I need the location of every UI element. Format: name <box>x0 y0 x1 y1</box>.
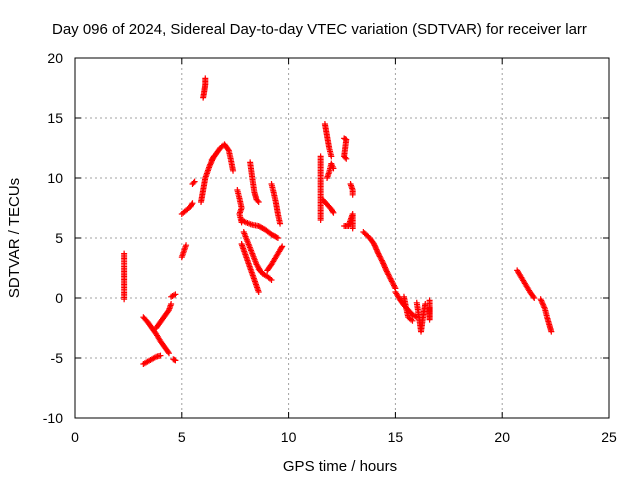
data-point <box>530 293 537 300</box>
x-tick-label: 10 <box>281 429 297 445</box>
data-point <box>273 234 280 241</box>
chart-title: Day 096 of 2024, Sidereal Day-to-day VTE… <box>52 21 587 38</box>
y-tick-label: 5 <box>55 230 63 246</box>
data-point <box>278 244 285 251</box>
data-point <box>538 298 545 305</box>
data-point <box>538 297 545 304</box>
data-point <box>380 261 387 268</box>
data-point <box>371 242 378 249</box>
data-point <box>374 247 381 254</box>
y-tick-labels: -10 -5 0 5 10 15 20 <box>43 50 63 426</box>
data-point <box>371 241 378 247</box>
y-tick-label: 10 <box>47 170 63 186</box>
data-point <box>191 178 198 185</box>
data-point <box>255 199 262 205</box>
data-point <box>531 295 538 301</box>
data-point <box>230 167 237 174</box>
y-tick-label: 20 <box>47 50 63 66</box>
data-point <box>548 328 555 335</box>
x-tick-label: 15 <box>388 429 404 445</box>
data-point <box>329 208 336 215</box>
data-point <box>343 155 350 162</box>
data-point <box>202 75 209 82</box>
data-points <box>121 75 555 367</box>
data-point <box>188 201 195 208</box>
data-point <box>540 303 547 310</box>
data-point <box>277 220 284 227</box>
data-point <box>342 154 349 161</box>
data-point <box>279 243 286 250</box>
data-point <box>207 161 214 168</box>
data-point <box>381 263 388 270</box>
data-point <box>382 264 389 271</box>
data-point <box>274 235 281 241</box>
data-point <box>207 160 214 167</box>
data-point <box>379 259 386 265</box>
data-point <box>328 153 335 160</box>
data-point <box>330 209 337 216</box>
grid-lines <box>75 58 609 418</box>
data-point <box>382 265 389 272</box>
data-point <box>380 260 387 267</box>
x-tick-label: 0 <box>71 429 79 445</box>
x-tick-label: 5 <box>178 429 186 445</box>
data-point <box>224 146 231 153</box>
data-point <box>268 277 275 283</box>
data-point <box>537 296 544 303</box>
data-point <box>330 165 337 172</box>
data-point <box>409 317 416 324</box>
data-point <box>189 200 196 207</box>
data-point <box>541 304 548 311</box>
data-point <box>539 300 546 307</box>
data-point <box>172 357 179 364</box>
y-tick-label: -5 <box>51 350 64 366</box>
data-point <box>383 267 390 274</box>
data-point <box>540 301 547 308</box>
x-tick-label: 25 <box>601 429 617 445</box>
y-tick-label: 0 <box>55 290 63 306</box>
data-point <box>165 350 172 357</box>
data-point <box>157 352 164 359</box>
x-tick-label: 20 <box>494 429 510 445</box>
data-point <box>190 179 197 186</box>
x-tick-labels: 0 5 10 15 20 25 <box>71 429 617 445</box>
data-point <box>121 296 128 303</box>
y-tick-label: 15 <box>47 110 63 126</box>
data-point <box>372 243 379 250</box>
data-point <box>349 191 356 198</box>
data-point <box>168 301 175 307</box>
axis-ticks <box>74 57 610 419</box>
y-axis-title: SDTVAR / TECUs <box>6 178 23 298</box>
data-point <box>349 225 356 232</box>
data-point <box>172 291 179 298</box>
data-point <box>426 297 433 304</box>
data-point <box>317 153 324 160</box>
data-point <box>254 197 261 204</box>
data-point <box>255 289 262 295</box>
data-point <box>374 249 381 256</box>
data-point <box>206 163 213 169</box>
data-point <box>165 349 172 355</box>
data-point <box>183 242 190 249</box>
y-tick-label: -10 <box>43 410 63 426</box>
data-point <box>372 245 379 252</box>
data-point <box>373 246 380 253</box>
data-point <box>165 308 172 315</box>
x-axis-title: GPS time / hours <box>283 458 397 475</box>
